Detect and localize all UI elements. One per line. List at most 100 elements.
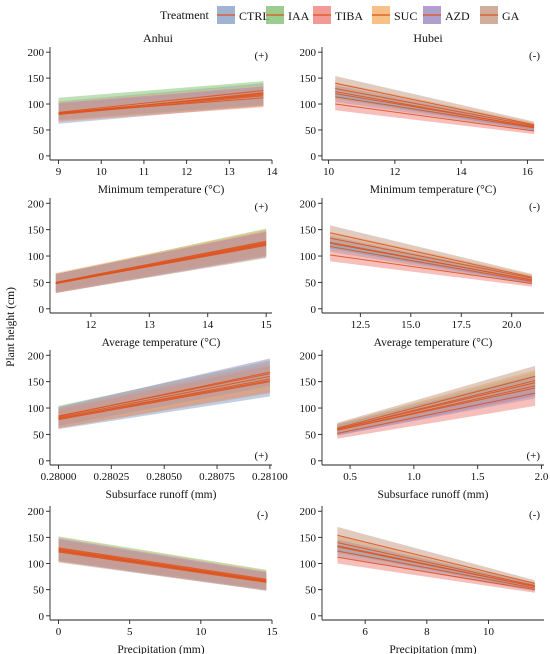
line-azd xyxy=(329,241,532,281)
band-tiba xyxy=(335,97,535,135)
x-tick-label: 10 xyxy=(195,626,207,638)
y-tick-label: 50 xyxy=(33,585,45,597)
panel-anhui-2: 0 50 100 150 200 12 13 14 15 Average temperature … xyxy=(28,198,273,349)
band-ga xyxy=(337,365,536,434)
x-tick-label: 15 xyxy=(261,319,273,331)
y-tick-label: 200 xyxy=(28,47,45,59)
y-tick-label: 150 xyxy=(300,377,317,389)
x-axis-label: Average temperature (°C) xyxy=(374,337,493,349)
band-ga xyxy=(58,367,270,429)
line-ga xyxy=(335,82,535,126)
x-tick-label: 0.28025 xyxy=(93,471,129,483)
effect-sign: (+) xyxy=(254,201,268,213)
y-tick-label: 0 xyxy=(39,304,45,316)
panel-hubei-2: 0 50 100 150 200 12.5 15.0 17.5 20.0 Average temp… xyxy=(300,198,544,349)
y-tick-label: 0 xyxy=(311,611,317,623)
y-tick-label: 0 xyxy=(39,611,45,623)
effect-sign: (+) xyxy=(526,450,540,462)
line-tiba xyxy=(335,103,535,132)
y-tick-label: 200 xyxy=(28,198,45,210)
effect-sign: (-) xyxy=(529,509,540,521)
legend: Treatment CTRL IAA TIBA SUC AZD GA xyxy=(160,6,520,24)
y-tick-label: 150 xyxy=(28,377,45,389)
line-ga xyxy=(58,551,267,583)
x-tick-label: 10 xyxy=(483,626,495,638)
line-ga xyxy=(329,232,532,278)
x-tick-label: 10 xyxy=(323,166,335,178)
x-axis-label: Precipitation (mm) xyxy=(117,644,204,654)
effect-sign: (+) xyxy=(254,50,268,62)
x-axis-label: Precipitation (mm) xyxy=(389,644,476,654)
line-suc xyxy=(337,542,535,586)
y-tick-label: 50 xyxy=(305,277,317,289)
line-tiba xyxy=(58,95,264,115)
y-tick-label: 200 xyxy=(28,506,45,518)
line-ga xyxy=(58,380,270,420)
line-ga xyxy=(337,375,536,429)
band-ga xyxy=(330,225,532,281)
x-tick-label: 0.28000 xyxy=(41,471,77,483)
x-axis-label: Subsurface runoff (mm) xyxy=(378,489,489,501)
y-tick-label: 0 xyxy=(311,456,317,468)
x-tick-label: 1.0 xyxy=(407,471,421,483)
x-tick-label: 14 xyxy=(267,166,279,178)
y-tick-label: 50 xyxy=(33,429,45,441)
line-suc xyxy=(58,548,267,581)
line-iaa xyxy=(58,547,267,580)
y-tick-label: 150 xyxy=(28,225,45,237)
x-tick-label: 15.0 xyxy=(401,319,421,331)
legend-label-tiba: TIBA xyxy=(335,9,363,23)
legend-label-suc: SUC xyxy=(394,9,417,23)
line-azd xyxy=(337,385,536,431)
x-tick-label: 11 xyxy=(139,166,150,178)
line-tiba xyxy=(58,550,267,582)
effect-sign: (-) xyxy=(529,201,540,213)
x-tick-label: 0.28100 xyxy=(252,471,288,483)
y-tick-label: 200 xyxy=(300,350,317,362)
line-suc xyxy=(55,241,267,283)
x-tick-label: 0 xyxy=(56,626,62,638)
x-tick-label: 2.0 xyxy=(535,471,549,483)
line-ctrl xyxy=(329,246,532,282)
band-tiba xyxy=(330,248,532,287)
x-tick-label: 1.5 xyxy=(471,471,485,483)
line-suc xyxy=(335,87,535,127)
x-tick-label: 16 xyxy=(522,166,534,178)
line-ga xyxy=(55,244,267,284)
line-iaa xyxy=(58,90,264,113)
y-tick-label: 50 xyxy=(33,125,45,137)
legend-title: Treatment xyxy=(160,8,210,22)
y-tick-label: 0 xyxy=(39,456,45,468)
line-suc xyxy=(329,237,532,279)
line-ctrl xyxy=(58,381,270,421)
line-tiba xyxy=(337,556,535,591)
y-tick-label: 200 xyxy=(300,198,317,210)
panel-anhui-3: 0 50 100 150 200 0.28000 0.28025 0.28050 0.28075… xyxy=(28,350,288,501)
panel-anhui-4: 0 50 100 150 200 0 5 10 15 Precipitation (mm) (-) xyxy=(28,506,278,654)
panel-anhui-1: 0 50 100 150 200 9 10 11 12 13 14 Minimum temperatu… xyxy=(28,47,279,196)
y-tick-label: 100 xyxy=(300,251,317,263)
line-azd xyxy=(58,371,270,417)
y-axis-label: Plant height (cm) xyxy=(5,287,17,367)
y-tick-label: 100 xyxy=(28,251,45,263)
x-tick-label: 14 xyxy=(202,319,214,331)
effect-sign: (+) xyxy=(254,450,268,462)
x-tick-label: 10 xyxy=(96,166,108,178)
legend-label-iaa: IAA xyxy=(288,9,310,23)
y-tick-label: 0 xyxy=(311,304,317,316)
y-tick-label: 100 xyxy=(28,403,45,415)
panel-hubei-4: 0 50 100 150 200 6 8 10 Precipitation (mm) (-) xyxy=(300,506,544,654)
y-tick-label: 100 xyxy=(300,559,317,571)
line-azd xyxy=(337,545,535,588)
x-tick-label: 8 xyxy=(424,626,430,638)
y-tick-label: 0 xyxy=(39,151,45,163)
y-tick-label: 150 xyxy=(28,532,45,544)
y-tick-label: 50 xyxy=(33,277,45,289)
x-tick-label: 13 xyxy=(144,319,156,331)
panel-hubei-1: 0 50 100 150 200 10 12 14 16 Minimum temperature … xyxy=(300,47,544,196)
x-axis-label: Minimum temperature (°C) xyxy=(370,184,497,196)
effect-sign: (-) xyxy=(257,509,268,521)
y-tick-label: 100 xyxy=(300,403,317,415)
line-ga xyxy=(58,97,264,114)
line-tiba xyxy=(337,392,536,434)
